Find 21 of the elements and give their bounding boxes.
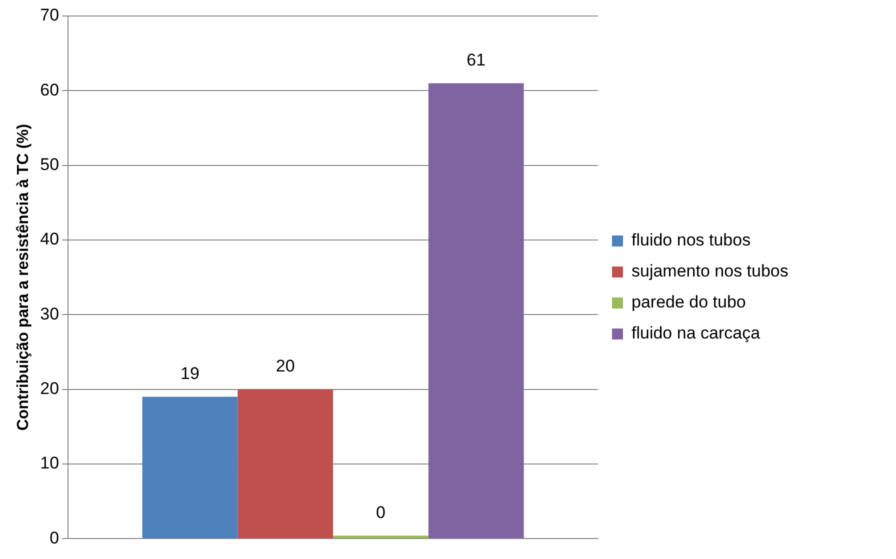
data-label: 20: [276, 356, 295, 376]
y-tick-label: 70: [40, 6, 60, 25]
legend-label: fluido na carcaça: [632, 324, 761, 343]
y-tick-label: 10: [40, 454, 60, 473]
bar: [238, 389, 334, 538]
legend-label: sujamento nos tubos: [632, 262, 788, 281]
data-label: 19: [180, 364, 200, 383]
y-tick-label: 60: [40, 80, 60, 100]
y-tick-label: 20: [40, 378, 60, 398]
data-label: 0: [376, 502, 386, 522]
y-tick-label: 30: [40, 304, 60, 324]
y-tick-label: 50: [40, 155, 60, 174]
data-label: 61: [466, 50, 486, 70]
legend-label: parede do tubo: [632, 292, 746, 312]
bar: [333, 536, 428, 538]
y-axis-title: Contribuição para a resistência à TC (%): [15, 124, 32, 431]
y-tick-label: 0: [50, 528, 60, 548]
y-tick-label: 40: [40, 230, 60, 249]
bar: [142, 396, 238, 538]
bar: [428, 83, 524, 538]
legend-label: fluido nos tubos: [632, 230, 751, 250]
